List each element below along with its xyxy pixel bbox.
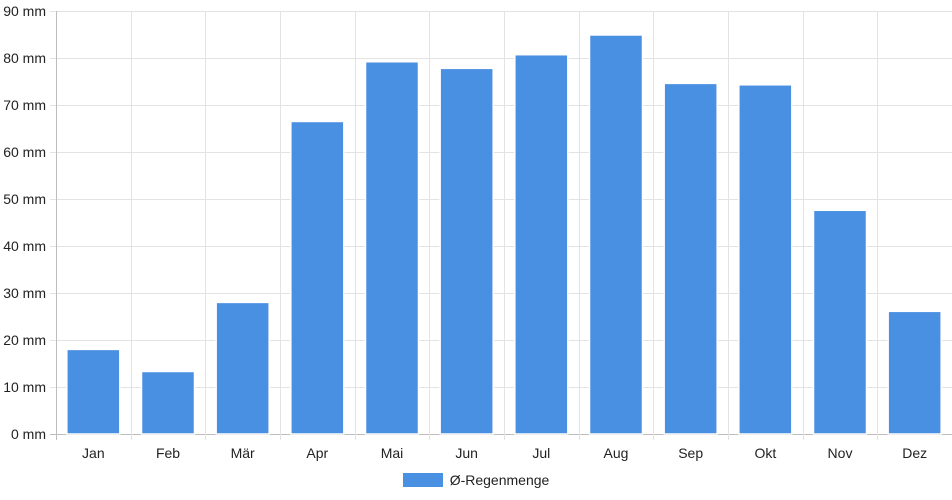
y-tick-label: 0 mm — [11, 426, 46, 442]
bar-Nov[interactable] — [812, 209, 868, 435]
bar-Dez[interactable] — [887, 310, 942, 435]
bar-Sep[interactable] — [663, 82, 718, 435]
x-tick-label: Aug — [604, 445, 629, 461]
y-tick-label: 20 mm — [3, 332, 46, 348]
y-tick-label: 70 mm — [3, 97, 46, 113]
bar-Mär[interactable] — [215, 301, 270, 435]
bar-Jun[interactable] — [439, 67, 494, 435]
legend-swatch[interactable] — [402, 473, 443, 487]
legend-label[interactable]: Ø-Regenmenge — [449, 472, 550, 488]
bar-Aug[interactable] — [588, 34, 644, 435]
x-tick-label: Apr — [306, 445, 328, 461]
y-tick-label: 90 mm — [3, 3, 46, 19]
y-tick-label: 50 mm — [3, 191, 46, 207]
x-tick-label: Mär — [231, 445, 255, 461]
x-axis-ticks: Jan Feb Mär Apr Mai Jun Jul Aug Sep Okt Nov Dez — [82, 445, 927, 461]
bars — [66, 34, 942, 435]
chart-canvas: 0 mm 10 mm 20 mm 30 mm 40 mm 50 mm 60 mm 70 mm 8… — [3, 3, 952, 461]
x-tick-label: Jun — [455, 445, 478, 461]
x-tick-label: Mai — [381, 445, 404, 461]
y-tick-label: 10 mm — [3, 379, 46, 395]
y-tick-label: 30 mm — [3, 285, 46, 301]
bar-Feb[interactable] — [140, 370, 196, 435]
x-tick-label: Dez — [902, 445, 927, 461]
bar-Jan[interactable] — [66, 348, 121, 435]
legend[interactable]: Ø-Regenmenge — [0, 472, 952, 488]
bar-Mai[interactable] — [364, 61, 420, 435]
bar-Okt[interactable] — [738, 84, 793, 435]
y-tick-label: 60 mm — [3, 144, 46, 160]
x-tick-label: Nov — [828, 445, 853, 461]
grid-lines — [50, 11, 952, 440]
bar-Jul[interactable] — [514, 53, 569, 435]
x-tick-label: Jan — [82, 445, 105, 461]
bar-Apr[interactable] — [290, 120, 345, 435]
y-tick-label: 80 mm — [3, 50, 46, 66]
y-tick-label: 40 mm — [3, 238, 46, 254]
x-tick-label: Okt — [754, 445, 776, 461]
y-axis-ticks: 0 mm 10 mm 20 mm 30 mm 40 mm 50 mm 60 mm 70 mm 8… — [3, 3, 46, 442]
x-tick-label: Sep — [678, 445, 703, 461]
x-tick-label: Feb — [156, 445, 180, 461]
x-tick-label: Jul — [532, 445, 550, 461]
